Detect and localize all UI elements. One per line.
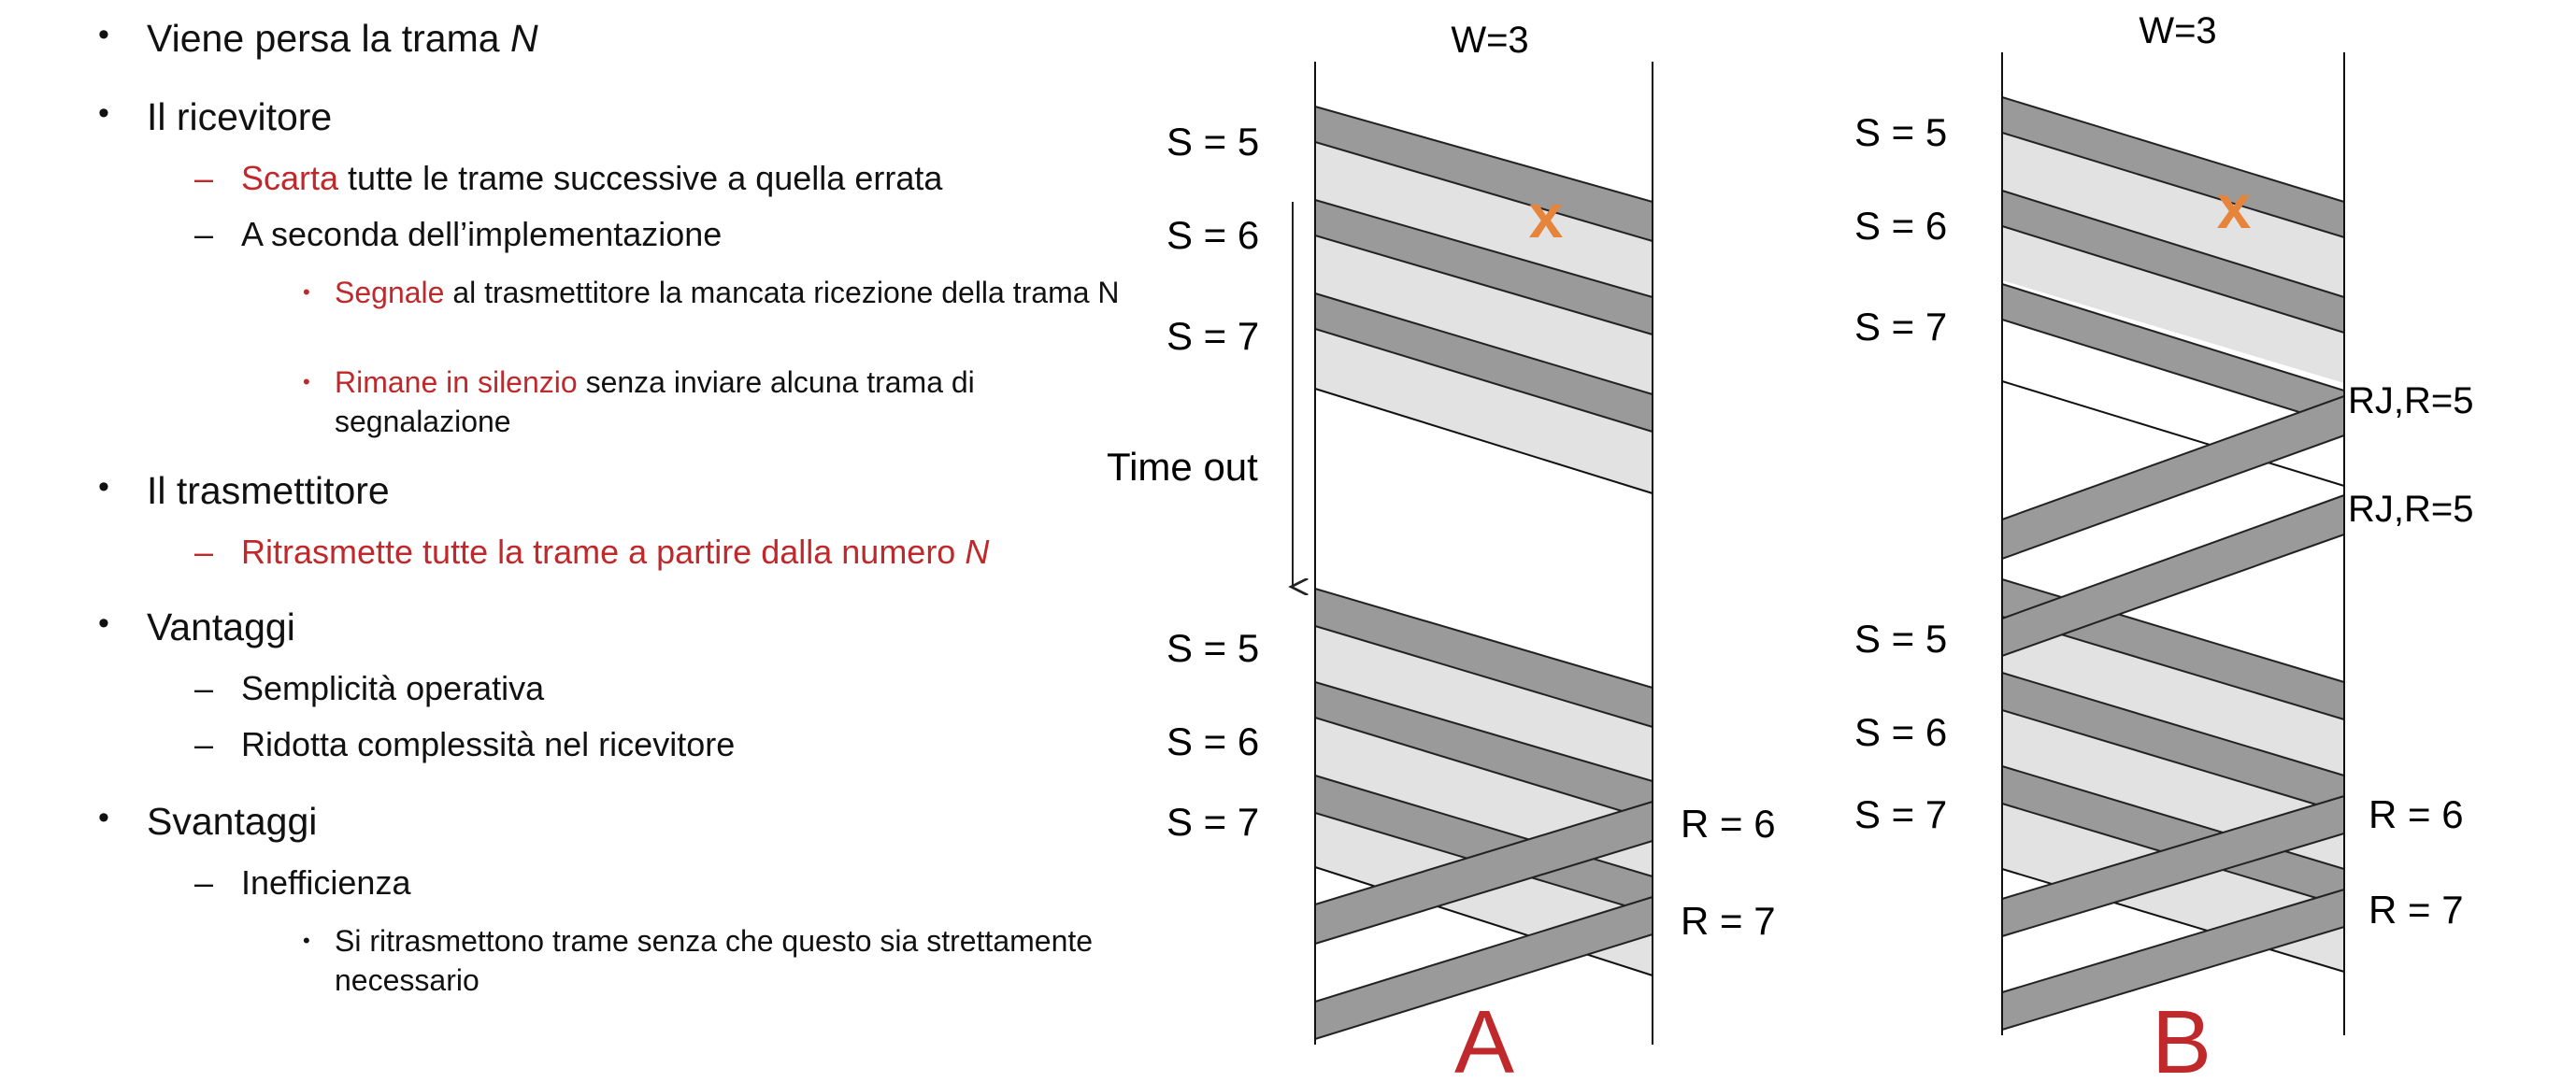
label-b-s5-retx: S = 5 <box>1854 617 1947 661</box>
window-size-b: W=3 <box>2139 10 2216 51</box>
bullet-dash: – <box>194 669 214 707</box>
bullet-receiver-impl: – A seconda dell’implementazione <box>194 215 723 253</box>
label-a-s7: S = 7 <box>1166 314 1259 358</box>
label-b-rj1: RJ,R=5 <box>2348 380 2474 421</box>
bullet-dot: • <box>98 605 109 641</box>
label-b-rj2: RJ,R=5 <box>2348 489 2474 530</box>
bullet-impl-silent: • Rimane in silenzio senza inviare alcun… <box>303 363 1120 441</box>
bullet-disadv-detail: • Si ritrasmettono trame senza che quest… <box>303 921 1120 1000</box>
bullet-dot: • <box>98 95 109 131</box>
bullet-small-dot: • <box>303 370 310 393</box>
label-b-r6: R = 6 <box>2368 792 2464 836</box>
label-a-r6: R = 6 <box>1681 802 1776 846</box>
bullet-receiver: • Il ricevitore <box>98 95 333 138</box>
bullet-dash: – <box>194 725 214 763</box>
bullet-advantages: • Vantaggi <box>98 605 295 648</box>
label-a-s5-retx: S = 5 <box>1166 626 1259 670</box>
bullet-disadv-inefficiency: – Inefficienza <box>194 863 411 902</box>
band-edge <box>1314 388 1653 494</box>
bullet-receiver-discard: – Scarta tutte le trame successive a que… <box>194 159 943 197</box>
label-b-s6-retx: S = 6 <box>1854 710 1947 754</box>
label-b-s7-retx: S = 7 <box>1854 792 1947 836</box>
label-a-s6: S = 6 <box>1166 213 1259 257</box>
bullet-dot: • <box>98 469 109 505</box>
lost-frame-mark-b: x <box>2217 172 2252 241</box>
bullet-adv-complexity: – Ridotta complessità nel ricevitore <box>194 725 736 763</box>
label-a-s7-retx: S = 7 <box>1166 800 1259 844</box>
label-a-s5: S = 5 <box>1166 120 1259 164</box>
bullet-dot: • <box>98 17 109 52</box>
diagram-a: W=3 S = 5 S = 6 S = 7 Time out S = 5 S =… <box>1107 20 1776 1082</box>
bullet-dash: – <box>194 863 214 902</box>
bullet-dash: – <box>194 159 214 197</box>
band-edge <box>1314 866 1653 976</box>
bullet-transmitter-retransmit: – Ritrasmette tutte la trame a partire d… <box>194 533 990 571</box>
lost-frame-mark-a: x <box>1529 181 1564 250</box>
diagram-b: W=3 S = 5 S = 6 S = 7 RJ,R=5 RJ,R=5 S = … <box>1854 10 2474 1082</box>
bullet-dot: • <box>98 800 109 835</box>
label-a-r7: R = 7 <box>1681 899 1776 943</box>
window-size-a: W=3 <box>1451 20 1528 61</box>
band-edge <box>2001 380 2345 487</box>
caption-b: B <box>2152 992 2211 1082</box>
label-b-s7: S = 7 <box>1854 305 1947 349</box>
label-b-s6: S = 6 <box>1854 204 1947 248</box>
bullet-adv-simplicity: – Semplicità operativa <box>194 669 545 707</box>
bullet-frame-lost: • Viene persa la trama N <box>98 17 538 60</box>
label-a-s6-retx: S = 6 <box>1166 719 1259 763</box>
caption-a: A <box>1454 992 1514 1082</box>
label-a-timeout: Time out <box>1107 445 1258 489</box>
bullet-dash: – <box>194 533 214 571</box>
bullet-transmitter: • Il trasmettitore <box>98 469 390 512</box>
label-b-r7: R = 7 <box>2368 888 2464 932</box>
bullet-dash: – <box>194 215 214 253</box>
bullet-small-dot: • <box>303 929 310 952</box>
label-b-s5: S = 5 <box>1854 110 1947 154</box>
bullet-disadvantages: • Svantaggi <box>98 800 318 843</box>
bullet-small-dot: • <box>303 280 310 304</box>
bullet-impl-signal: • Segnale al trasmettitore la mancata ri… <box>303 273 1120 312</box>
bullet-list: • Viene persa la trama N • Il ricevitore… <box>0 0 1122 1082</box>
